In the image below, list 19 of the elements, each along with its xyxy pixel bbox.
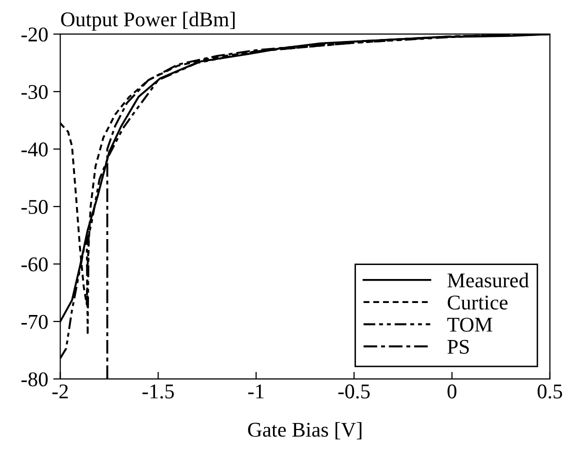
y-tick-label: -80 [21, 372, 48, 386]
y-tick-label: -30 [21, 84, 48, 100]
y-axis-title: Output Power [dBm] [61, 12, 235, 31]
x-tick-label: -1.5 [142, 384, 174, 399]
x-tick-label: -2 [52, 384, 68, 398]
legend-label: PS [448, 340, 469, 354]
x-tick-label: 0.5 [538, 384, 562, 399]
y-tick-label: -20 [21, 27, 48, 42]
legend-label: Curtice [448, 296, 508, 310]
y-tick-label: -50 [21, 200, 48, 214]
x-tick-label: -1 [248, 384, 264, 398]
x-tick-label: -0.5 [338, 384, 370, 399]
y-tick-label: -60 [21, 257, 48, 272]
y-tick-label: -40 [21, 142, 48, 156]
y-tick-label: -70 [21, 314, 48, 329]
x-tick-label: 0 [448, 384, 456, 398]
x-axis-title: Gate Bias [V] [248, 422, 362, 440]
legend-label: TOM [447, 318, 492, 332]
legend-label: Measured [448, 272, 529, 288]
